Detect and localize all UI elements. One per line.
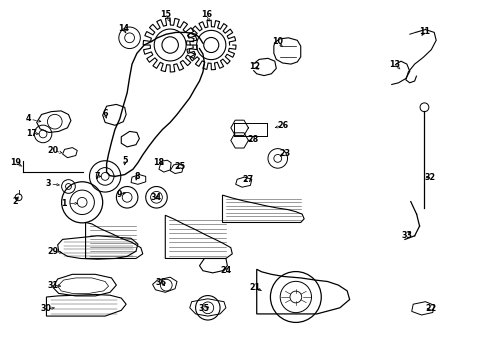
Text: 6: 6 — [102, 109, 108, 118]
Text: 30: 30 — [41, 304, 52, 313]
Text: 34: 34 — [150, 193, 161, 202]
Text: 1: 1 — [61, 199, 66, 208]
Text: 14: 14 — [118, 23, 128, 32]
Text: 36: 36 — [156, 278, 166, 287]
Text: 8: 8 — [134, 172, 140, 181]
Text: 35: 35 — [199, 304, 209, 313]
Text: 4: 4 — [25, 114, 31, 123]
Text: 11: 11 — [418, 27, 429, 36]
Text: 3: 3 — [45, 179, 51, 188]
Text: 21: 21 — [249, 283, 260, 292]
Text: 2: 2 — [13, 197, 19, 206]
Text: 10: 10 — [272, 37, 283, 46]
Text: 26: 26 — [277, 121, 287, 130]
Text: 19: 19 — [10, 158, 21, 167]
Text: 29: 29 — [47, 247, 58, 256]
Text: 7: 7 — [94, 172, 100, 181]
Text: 25: 25 — [174, 162, 185, 171]
Text: 22: 22 — [425, 304, 436, 313]
Text: 23: 23 — [279, 148, 289, 158]
Text: 20: 20 — [47, 146, 58, 155]
Text: 12: 12 — [248, 62, 259, 71]
Circle shape — [15, 194, 22, 201]
Text: 32: 32 — [424, 173, 435, 181]
Text: 28: 28 — [247, 135, 259, 144]
Text: 24: 24 — [220, 266, 231, 275]
Text: 31: 31 — [47, 281, 58, 289]
Text: 5: 5 — [122, 156, 127, 165]
Text: 16: 16 — [201, 10, 211, 19]
Text: 15: 15 — [160, 10, 170, 19]
Text: 27: 27 — [243, 175, 253, 184]
Text: 17: 17 — [26, 129, 37, 138]
Text: 18: 18 — [153, 158, 164, 167]
Text: 9: 9 — [117, 190, 122, 199]
Text: 13: 13 — [389, 59, 400, 68]
Text: 33: 33 — [401, 231, 411, 240]
